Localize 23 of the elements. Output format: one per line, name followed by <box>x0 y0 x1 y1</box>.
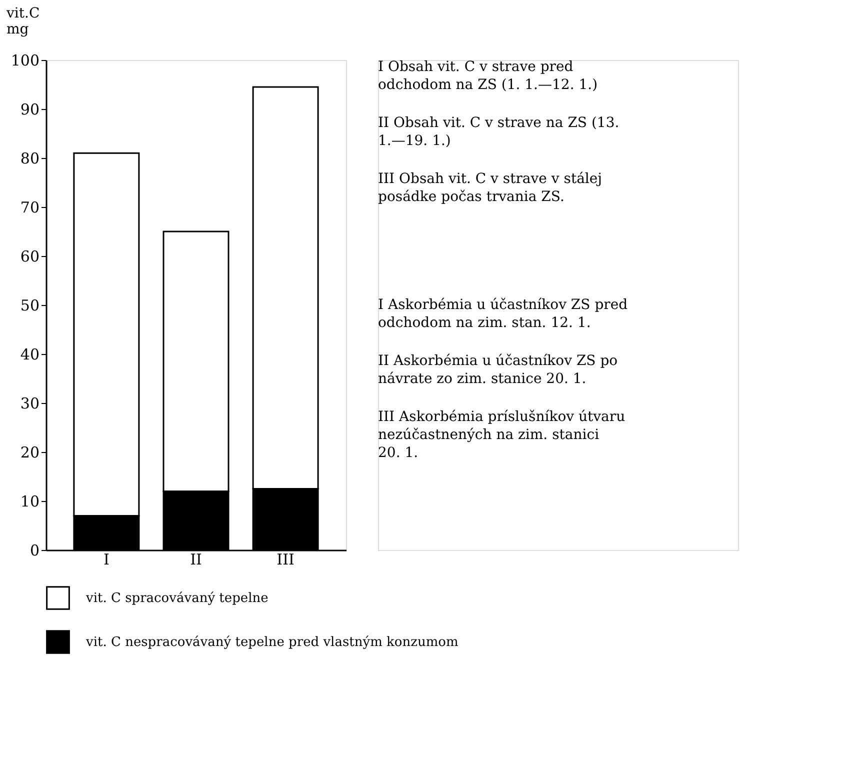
y-tick-label: 60 <box>20 248 40 266</box>
text: II Obsah vit. C v strave na ZS (13. 1.—19. 1.) <box>378 115 620 149</box>
y-tick-label: 80 <box>20 150 40 168</box>
y-tick-label: 50 <box>20 296 40 314</box>
y-axis-title: vit.C mg <box>6 6 40 38</box>
y-tick-label: 70 <box>20 198 40 216</box>
text: III Obsah vit. C v strave v stálej posádke počas trvania ZS. <box>378 171 602 205</box>
legend-label: vit. C nespracovávaný tepelne pred vlastným konzumom <box>85 635 458 650</box>
y-tick-label: 0 <box>30 542 40 560</box>
y-tick-label: 90 <box>20 100 40 118</box>
legend-label: vit. C spracovávaný tepelne <box>85 591 269 606</box>
x-tick-label: I <box>103 550 110 568</box>
text: I Obsah vit. C v strave pred odchodom na ZS (1. 1.—12. 1.) <box>378 59 598 93</box>
y-tick-label: 100 <box>10 52 40 70</box>
y-tick-label: 30 <box>20 394 40 412</box>
y-tick-label: 20 <box>20 444 40 462</box>
text: III Askorbémia príslušníkov útvaru nezúčastnených na zim. stanici 20. 1. <box>378 409 626 461</box>
y-tick-label: 10 <box>20 492 40 510</box>
y-tick-label: 40 <box>20 346 40 364</box>
text: I Askorbémia u účastníkov ZS pred odchodom na zim. stan. 12. 1. <box>378 297 628 331</box>
x-tick-label: II <box>190 550 202 568</box>
x-tick-label: III <box>276 550 295 568</box>
text: II Askorbémia u účastníkov ZS po návrate zo zim. stanice 20. 1. <box>378 353 618 387</box>
